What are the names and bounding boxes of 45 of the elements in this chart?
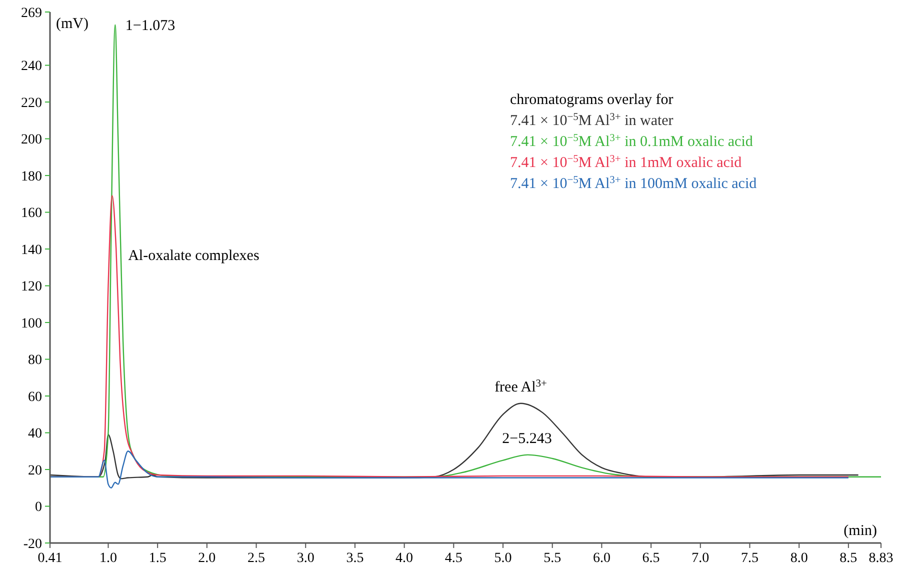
x-tick-label: 4.0 (396, 551, 414, 566)
y-tick-label: 240 (21, 59, 42, 74)
y-tick-label: 120 (21, 280, 42, 295)
y-tick-label: 220 (21, 96, 42, 111)
x-tick-label: 1.5 (148, 551, 166, 566)
text: 7.41 × 10$^{−5}$M Al$^{3+}$ in 1mM oxalic acid (510, 154, 742, 171)
annotation: free Al$^{3+}$ (494, 378, 548, 396)
y-axis-title: (mV) (56, 16, 88, 32)
x-tick-label: 7.0 (692, 551, 710, 566)
line-series (49, 450, 850, 488)
text: 7.41 × 10$^{−5}$M Al$^{3+}$ in 100mM oxalic acid (510, 174, 758, 192)
x-tick-label: 6.0 (592, 551, 610, 566)
text: 7.41 × 10$^{−5}$M Al$^{3+}$ in water (510, 112, 674, 129)
x-tick-label: 5.5 (544, 551, 562, 566)
y-tick-label: 20 (28, 463, 42, 478)
x-tick-label: 1.0 (99, 551, 117, 566)
y-tick-label: 100 (21, 316, 42, 332)
y-tick-label: 140 (21, 242, 42, 258)
legend-title: chromatograms overlay for (510, 92, 674, 108)
annotation: 1−1.073 (125, 18, 176, 34)
y-tick-label: 0 (35, 500, 42, 516)
x-tick-label: 8.83 (868, 551, 894, 566)
y-tick-label: -20 (23, 536, 42, 552)
y-tick-label: 180 (21, 169, 42, 184)
x-axis-title: (min) (844, 523, 877, 539)
y-tick-label: 40 (28, 426, 42, 442)
x-tick-label: 6.5 (642, 551, 660, 566)
x-tick-label: 3.0 (296, 551, 314, 566)
y-tick-label: 60 (28, 390, 42, 405)
x-tick-label: 7.5 (740, 551, 758, 566)
y-tick-label: 269 (21, 6, 42, 21)
x-tick-label: 8.0 (790, 551, 808, 566)
x-tick-label: 3.5 (346, 551, 364, 566)
y-tick-label: 200 (21, 132, 42, 148)
annotation: 2−5.243 (502, 430, 552, 447)
x-tick-label: 2.0 (198, 551, 216, 566)
x-tick-label: 0.41 (38, 551, 62, 566)
y-tick-label: 160 (21, 206, 42, 222)
annotation: Al-oxalate complexes (128, 248, 260, 264)
x-tick-label: 8.5 (840, 551, 858, 566)
x-tick-label: 2.5 (248, 551, 266, 566)
x-tick-label: 5.0 (494, 551, 512, 566)
text: 7.41 × 10$^{−5}$M Al$^{3+}$ in 0.1mM oxalic acid (510, 132, 754, 150)
x-tick-label: 4.5 (444, 551, 462, 566)
y-tick-label: 80 (28, 353, 42, 368)
